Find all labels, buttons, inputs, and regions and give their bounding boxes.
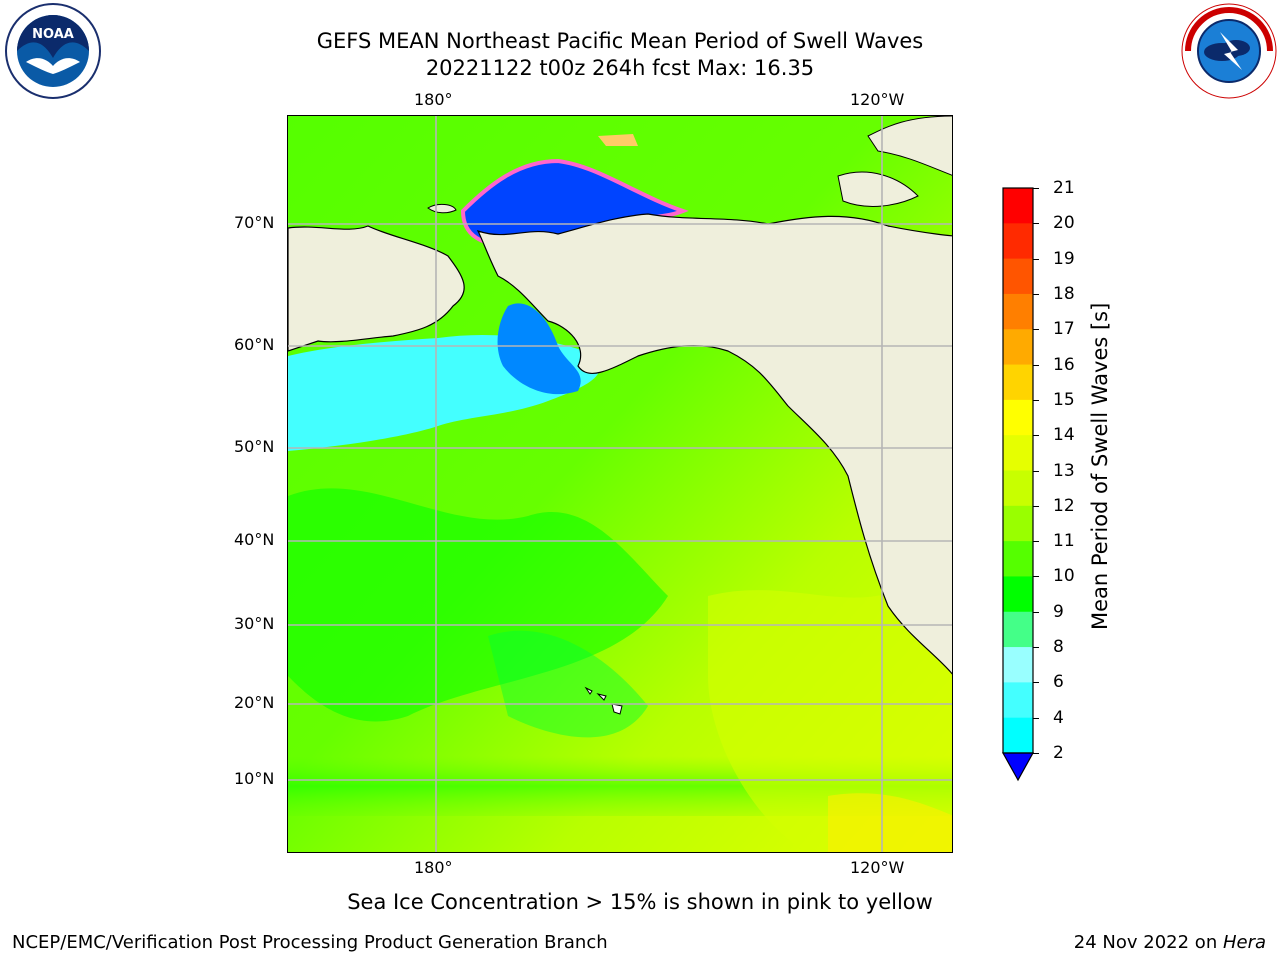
footer-host: Hera — [1222, 932, 1266, 953]
lat-label-50n: 50°N — [234, 437, 275, 456]
colorbar-tick — [1033, 188, 1039, 189]
colorbar-swatch — [1003, 541, 1033, 577]
colorbar-swatch — [1003, 223, 1033, 260]
land-asia — [288, 225, 465, 352]
lat-label-60n: 60°N — [234, 335, 275, 354]
colorbar-tick — [1033, 399, 1039, 401]
noaa-logo: NOAA — [4, 2, 102, 100]
land-hawaii — [584, 686, 623, 715]
colorbar-tick — [1033, 293, 1039, 295]
colorbar-tick-label: 9 — [1053, 601, 1064, 622]
swell-patch-high — [708, 586, 952, 852]
swell-patch — [488, 630, 648, 738]
lat-label-30n: 30°N — [234, 614, 275, 633]
colorbar-tick-label: 19 — [1053, 248, 1075, 269]
chart-subtitle: 20221122 t00z 264h fcst Max: 16.35 — [425, 56, 815, 80]
chart-title: GEFS MEAN Northeast Pacific Mean Period … — [316, 29, 924, 53]
colorbar-tick-label: 15 — [1053, 389, 1075, 410]
lon-label-bottom-120w: 120°W — [850, 858, 905, 877]
colorbar-tick — [1033, 505, 1039, 507]
colorbar-labels: 21 20 19 18 17 16 15 14 13 12 11 10 9 8 6 4 2 — [1033, 178, 1090, 768]
colorbar-tick — [1033, 364, 1039, 366]
colorbar-tick-label: 8 — [1053, 637, 1064, 658]
lat-label-10n: 10°N — [234, 769, 275, 788]
colorbar-tick-label: 16 — [1053, 354, 1075, 375]
colorbar-swatch — [1003, 505, 1033, 542]
lat-label-70n: 70°N — [234, 213, 275, 232]
lon-label-top-180: 180° — [414, 90, 453, 109]
colorbar-tick — [1033, 753, 1039, 754]
colorbar-tick — [1033, 647, 1039, 649]
graticule — [288, 116, 952, 852]
footer-right: 24 Nov 2022 on Hera — [1074, 932, 1266, 953]
colorbar-tick-label: 14 — [1053, 425, 1075, 446]
colorbar-extend-arrow — [1001, 752, 1035, 782]
sea-ice-note: Sea Ice Concentration > 15% is shown in … — [347, 890, 933, 914]
lat-label-20n: 20°N — [234, 693, 275, 712]
colorbar-tick-label: 20 — [1053, 213, 1075, 234]
low-period-zone-deep — [497, 303, 581, 395]
swell-patch-highest — [828, 793, 952, 852]
colorbar-swatch — [1003, 647, 1033, 683]
colorbar-tick-label: 21 — [1053, 178, 1075, 198]
colorbar-title: Mean Period of Swell Waves [s] — [1088, 302, 1112, 630]
colorbar-tick-label: 13 — [1053, 460, 1075, 481]
colorbar-tick — [1033, 223, 1039, 225]
colorbar-tick-label: 6 — [1053, 672, 1064, 693]
colorbar-tick — [1033, 576, 1039, 578]
colorbar-title-wrap: Mean Period of Swell Waves [s] — [940, 303, 1260, 630]
map-panel — [287, 115, 953, 853]
colorbar-swatch — [1003, 399, 1033, 436]
colorbar-tick-label: 18 — [1053, 283, 1075, 304]
colorbar-swatch — [1003, 188, 1033, 224]
colorbar-swatch — [1003, 682, 1033, 719]
swell-patch — [288, 488, 668, 722]
footer-left: NCEP/EMC/Verification Post Processing Pr… — [12, 932, 608, 953]
colorbar-swatch — [1003, 470, 1033, 507]
colorbar-tick — [1033, 470, 1039, 472]
svg-text:NOAA: NOAA — [32, 27, 74, 42]
colorbar-tick — [1033, 682, 1039, 684]
colorbar-swatch — [1003, 258, 1033, 295]
colorbar-tick-label: 12 — [1053, 495, 1075, 516]
nws-logo — [1180, 2, 1278, 100]
colorbar-swatch — [1003, 435, 1033, 471]
colorbar-tick — [1033, 541, 1039, 543]
colorbar-tick-label: 2 — [1053, 743, 1064, 763]
colorbar-swatch — [1003, 576, 1033, 613]
colorbar-swatch — [1003, 717, 1033, 754]
colorbar-tick-label: 10 — [1053, 566, 1075, 587]
colorbar-tick — [1033, 435, 1039, 437]
lon-label-top-120w: 120°W — [850, 90, 905, 109]
colorbar-tick-label: 4 — [1053, 707, 1064, 728]
land-arctic-island — [867, 116, 952, 176]
colorbar-tick — [1033, 717, 1039, 719]
lon-label-bottom-180: 180° — [414, 858, 453, 877]
colorbar — [1001, 187, 1035, 782]
land-north-america — [476, 213, 952, 675]
colorbar-tick — [1033, 329, 1039, 331]
colorbar-tick-label: 11 — [1053, 531, 1075, 552]
colorbar-swatch — [1003, 293, 1033, 330]
colorbar-swatch — [1003, 364, 1033, 401]
colorbar-tick — [1033, 258, 1039, 260]
lat-label-40n: 40°N — [234, 530, 275, 549]
colorbar-tick — [1033, 611, 1039, 613]
colorbar-tick-label: 17 — [1053, 319, 1075, 340]
colorbar-swatches — [1001, 187, 1035, 782]
sea-ice-edge — [598, 134, 638, 146]
map-graphic — [288, 116, 952, 852]
footer-date: 24 Nov 2022 on — [1073, 932, 1223, 953]
land-arctic-island — [837, 171, 919, 207]
colorbar-swatch — [1003, 329, 1033, 366]
colorbar-swatch — [1003, 611, 1033, 648]
